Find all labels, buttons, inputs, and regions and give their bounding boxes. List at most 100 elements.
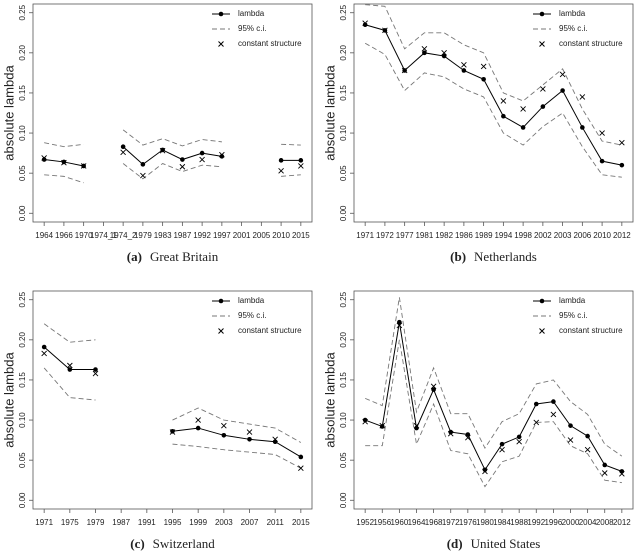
constant-marker	[559, 71, 566, 78]
ci-lower-line	[364, 42, 622, 178]
lambda-point	[195, 425, 201, 431]
y-tick-label: 0.20	[339, 331, 348, 347]
legend-swatch	[218, 41, 224, 47]
constant-marker	[516, 438, 522, 445]
lambda-point	[481, 77, 486, 82]
constant-marker	[441, 50, 447, 56]
lambda-point	[397, 319, 402, 325]
lambda-point	[461, 68, 467, 73]
x-tick-label: 1960	[390, 518, 408, 527]
constant-marker	[619, 139, 625, 146]
y-tick-label: 0.15	[339, 85, 348, 101]
caption-label: (d)	[447, 536, 463, 551]
lambda-point	[465, 432, 471, 437]
lambda-point	[160, 147, 165, 153]
x-tick-label: 2004	[579, 518, 597, 527]
x-tick-label: 2011	[267, 518, 285, 527]
constant-marker	[362, 418, 368, 425]
x-tick-label: 2008	[596, 518, 614, 527]
lambda-point	[448, 429, 454, 435]
y-tick-label: 0.15	[18, 85, 27, 101]
constant-marker	[221, 422, 227, 429]
lambda-point	[247, 437, 252, 442]
constant-marker	[92, 370, 99, 377]
constant-marker	[140, 172, 146, 179]
lambda-point	[221, 432, 227, 438]
caption: (c) Switzerland	[130, 536, 215, 551]
caption: (b) Netherlands	[450, 249, 537, 264]
ci-upper-line	[364, 297, 623, 457]
lambda-point	[441, 53, 447, 59]
y-tick-label: 0.05	[18, 165, 27, 181]
x-tick-label: 1992	[193, 231, 211, 240]
caption-text: Netherlands	[474, 249, 537, 264]
lambda-point	[520, 125, 526, 130]
legend-label: 95% c.i.	[238, 311, 266, 320]
x-tick-label: 2015	[292, 231, 310, 240]
lambda-point	[499, 441, 505, 447]
x-tick-label: 1980	[476, 518, 494, 527]
constant-marker	[67, 362, 73, 369]
y-tick-label: 0.15	[18, 372, 27, 388]
legend-label: 95% c.i.	[559, 24, 587, 33]
legend-label: constant structure	[559, 326, 623, 335]
y-tick-label: 0.25	[18, 4, 27, 20]
lambda-point	[41, 157, 47, 162]
y-tick-label: 0.10	[339, 412, 348, 428]
x-tick-label: 1976	[459, 518, 477, 527]
constant-marker	[579, 94, 586, 100]
ci-upper-line	[281, 143, 301, 146]
legend-label: lambda	[238, 296, 265, 305]
caption-text: Switzerland	[153, 536, 216, 551]
y-tick-label: 0.00	[339, 492, 348, 508]
x-tick-label: 1987	[173, 231, 191, 240]
lambda-point	[619, 162, 625, 168]
y-tick-label: 0.00	[339, 205, 348, 221]
lambda-point	[41, 344, 47, 350]
constant-marker	[540, 86, 546, 92]
x-tick-label: 1977	[396, 231, 414, 240]
y-axis-label: absolute lambda	[322, 352, 337, 448]
constant-marker	[482, 468, 488, 475]
y-tick-label: 0.25	[339, 291, 348, 307]
x-tick-label: 1979	[87, 518, 105, 527]
constant-marker	[550, 411, 557, 418]
y-tick-label: 0.10	[339, 125, 348, 141]
constant-marker	[421, 46, 428, 52]
legend-label: lambda	[238, 9, 265, 18]
x-tick-label: 1995	[164, 518, 182, 527]
lambda-point	[362, 22, 368, 28]
constant-marker	[120, 149, 126, 156]
constant-marker	[599, 130, 605, 136]
x-tick-label: 1956	[373, 518, 391, 527]
x-tick-label: 1964	[408, 518, 426, 527]
constant-marker	[298, 465, 304, 472]
lambda-point	[298, 454, 304, 460]
lambda-point	[602, 462, 608, 468]
lambda-point	[551, 399, 556, 404]
x-tick-label: 1999	[189, 518, 207, 527]
x-tick-label: 1968	[425, 518, 443, 527]
y-tick-label: 0.20	[339, 44, 348, 60]
x-tick-label: 2010	[593, 231, 611, 240]
constant-marker	[41, 350, 47, 357]
constant-marker	[61, 159, 67, 166]
constant-marker	[246, 429, 253, 435]
constant-marker	[382, 27, 388, 34]
lambda-point	[199, 150, 205, 156]
lambda-point	[170, 428, 175, 434]
x-tick-label: 1986	[455, 231, 473, 240]
lambda-line	[172, 427, 302, 458]
lambda-line	[122, 146, 222, 165]
ci-lower-line	[172, 443, 302, 469]
constant-marker	[465, 434, 471, 441]
lambda-point	[93, 367, 98, 372]
legend-label: constant structure	[559, 39, 623, 48]
y-tick-label: 0.15	[339, 372, 348, 388]
x-tick-label: 1982	[435, 231, 453, 240]
lambda-point	[431, 387, 436, 392]
x-tick-label: 1983	[154, 231, 172, 240]
constant-marker	[179, 163, 186, 170]
y-tick-label: 0.20	[18, 44, 27, 60]
x-tick-label: 1952	[356, 518, 374, 527]
